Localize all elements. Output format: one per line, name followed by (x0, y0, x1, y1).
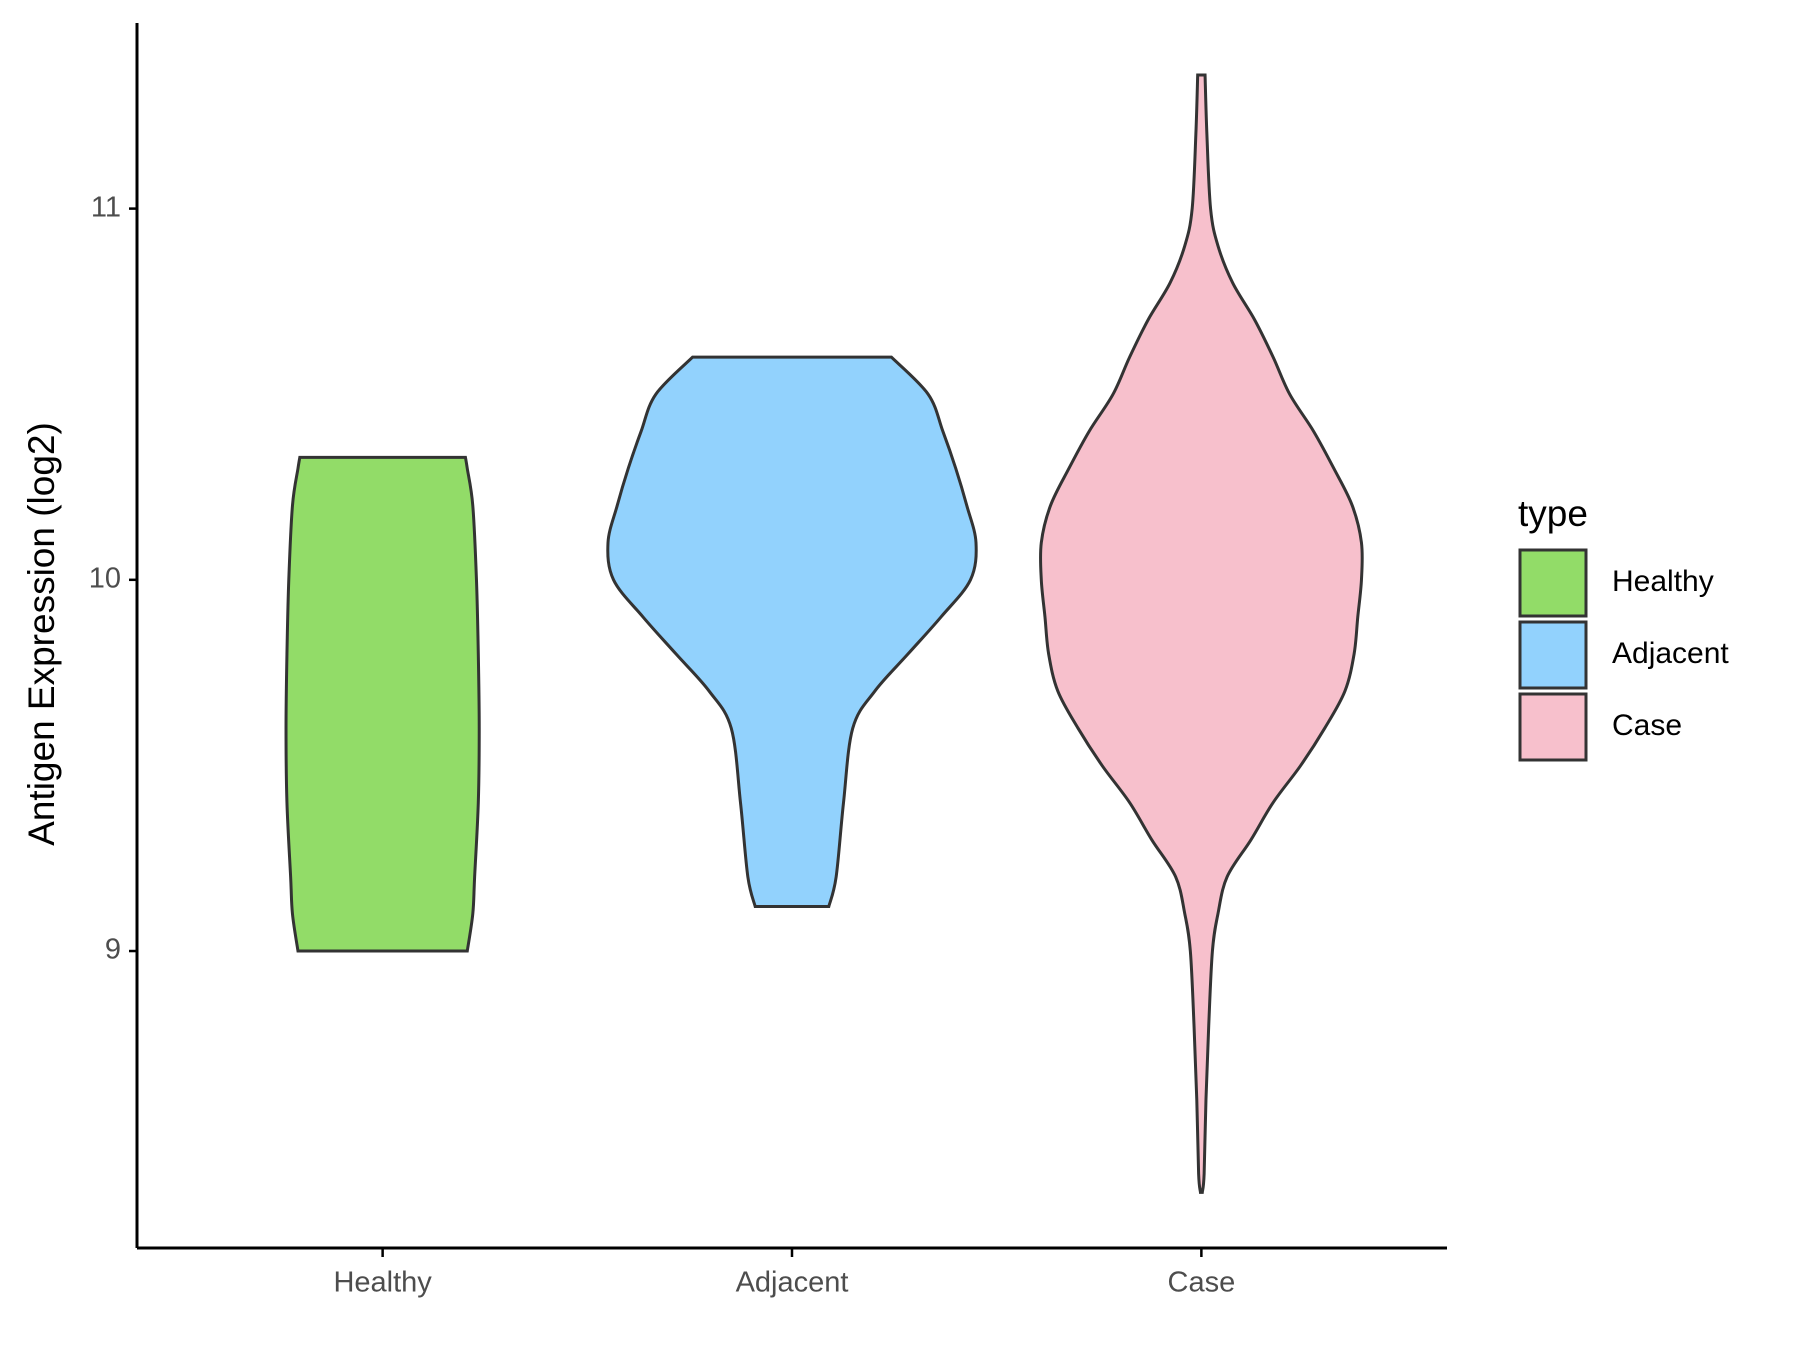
legend-label: Case (1612, 709, 1682, 742)
legend-key (1518, 692, 1588, 762)
y-tick-label: 10 (89, 562, 121, 594)
legend-label: Adjacent (1612, 637, 1729, 670)
x-tick-label: Case (1168, 1267, 1236, 1299)
y-axis-label: Antigen Expression (log2) (21, 422, 62, 846)
legend-title: type (1518, 493, 1588, 534)
legend-key (1518, 620, 1588, 690)
violin (1038, 73, 1364, 1194)
y-tick-label: 11 (91, 191, 121, 223)
legend-key (1518, 548, 1588, 618)
legend-label: Healthy (1612, 565, 1714, 598)
x-tick-label: Healthy (333, 1267, 432, 1299)
violin (284, 455, 481, 953)
y-tick-label: 9 (105, 934, 121, 966)
violin (606, 355, 978, 908)
x-tick-label: Adjacent (736, 1267, 849, 1299)
